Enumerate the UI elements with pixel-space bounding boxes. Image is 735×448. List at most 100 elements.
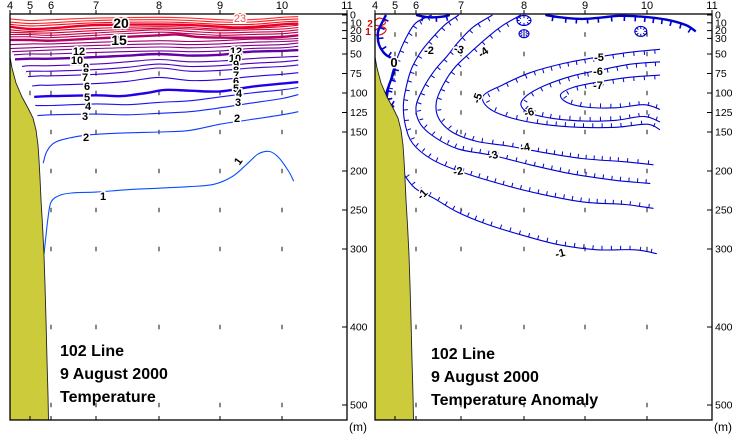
contour-label: 23 bbox=[234, 13, 246, 25]
contour-label: 5 bbox=[84, 92, 90, 104]
depth-label: 50 bbox=[715, 49, 727, 61]
contour-label: 9 bbox=[233, 59, 239, 71]
bathymetry-seafloor bbox=[374, 56, 414, 421]
depth-label: 250 bbox=[715, 205, 733, 217]
depth-label: 100 bbox=[715, 88, 733, 100]
depth-label: 500 bbox=[350, 400, 368, 412]
bathymetry-seafloor bbox=[9, 56, 49, 421]
depth-label: 150 bbox=[715, 127, 733, 139]
contour-label: 15 bbox=[111, 32, 127, 48]
station-label: 4 bbox=[372, 0, 378, 12]
station-label: 10 bbox=[276, 0, 288, 12]
depth-label: 125 bbox=[715, 107, 733, 119]
depth-unit-label: (m) bbox=[349, 420, 367, 434]
depth-label: 10 bbox=[350, 17, 362, 29]
contour-label: 1 bbox=[365, 27, 371, 38]
depth-label: 200 bbox=[715, 166, 733, 178]
left-panel-title: 102 Line 9 August 2000 Temperature bbox=[60, 340, 168, 409]
contour-label: 2 bbox=[83, 132, 89, 144]
depth-label: 0 bbox=[715, 10, 721, 22]
axis: 4 5 6 7 8 9 10 11010203050751001251502002503004… bbox=[372, 0, 733, 434]
right-title-line-1: 102 Line bbox=[431, 346, 496, 363]
depth-label: 30 bbox=[350, 33, 362, 45]
station-label: 8 bbox=[521, 0, 527, 12]
contour-label: 7 bbox=[233, 70, 239, 82]
contour-label: -6 bbox=[523, 106, 536, 120]
contour-label: 10 bbox=[71, 55, 83, 67]
depth-unit-label: (m) bbox=[714, 420, 732, 434]
contour-label: 12 bbox=[230, 46, 242, 58]
depth-label: 300 bbox=[350, 244, 368, 256]
contour-label: -2 bbox=[424, 45, 434, 57]
contour-label: -3 bbox=[452, 43, 465, 57]
left-title-line-2: 9 August 2000 bbox=[60, 366, 168, 383]
left-title-line-1: 102 Line bbox=[60, 343, 125, 360]
depth-label: 10 bbox=[715, 17, 727, 29]
contour-label: 10 bbox=[229, 53, 241, 65]
contour-label: -5 bbox=[594, 52, 604, 64]
contour-label: -7 bbox=[593, 80, 603, 92]
station-label: 10 bbox=[641, 0, 653, 12]
station-label: 9 bbox=[217, 0, 223, 12]
plot-box bbox=[9, 13, 348, 421]
axis: 4 5 6 7 8 9 10 11010203050751001251502002503004… bbox=[7, 0, 368, 434]
station-label: 4 bbox=[7, 0, 13, 12]
contour-label: 12 bbox=[73, 46, 85, 58]
contour-label: 7 bbox=[82, 72, 88, 84]
contour-label: -1 bbox=[554, 247, 567, 261]
depth-label: 500 bbox=[715, 400, 733, 412]
station-label: 7 bbox=[458, 0, 464, 12]
depth-label: 200 bbox=[350, 166, 368, 178]
left-title-line-3: Temperature bbox=[60, 389, 156, 406]
station-label: 5 bbox=[392, 0, 398, 12]
station-label: 6 bbox=[413, 0, 419, 12]
contour-label: 9 bbox=[83, 62, 89, 74]
sample-ticks bbox=[9, 32, 283, 408]
right-title-line-3: Temperature Anomaly bbox=[431, 392, 599, 409]
depth-label: 20 bbox=[350, 25, 362, 37]
contour-label: 6 bbox=[233, 76, 239, 88]
depth-label: 400 bbox=[350, 322, 368, 334]
contour-label: 6 bbox=[84, 81, 90, 93]
depth-label: 400 bbox=[715, 322, 733, 334]
contour-label: 1 bbox=[100, 191, 106, 203]
contour-label: 3 bbox=[235, 97, 241, 109]
depth-label: 30 bbox=[715, 33, 727, 45]
contour-label: 2 bbox=[367, 19, 373, 30]
depth-label: 50 bbox=[350, 49, 362, 61]
depth-label: 300 bbox=[715, 244, 733, 256]
contour-label: 2 bbox=[234, 113, 240, 125]
station-label: 6 bbox=[48, 0, 54, 12]
station-label: 11 bbox=[706, 0, 717, 12]
contour-label: 5 bbox=[233, 83, 239, 95]
panel-temperature: 4 5 6 7 8 9 10 11010203050751001251502002503004… bbox=[7, 0, 368, 434]
contour-label: 8 bbox=[233, 65, 239, 77]
depth-label: 150 bbox=[350, 127, 368, 139]
station-label: 8 bbox=[156, 0, 162, 12]
contour-label: 20 bbox=[113, 15, 129, 31]
contour-label: 8 bbox=[83, 67, 89, 79]
contour-label: 4 bbox=[85, 101, 92, 113]
contour-label: 1 bbox=[232, 156, 245, 168]
depth-label: 20 bbox=[715, 25, 727, 37]
contour-label: -2 bbox=[452, 165, 464, 179]
depth-label: 0 bbox=[350, 10, 356, 22]
depth-label: 75 bbox=[350, 68, 362, 80]
contour-label: 0 bbox=[390, 55, 397, 70]
contour-lines bbox=[9, 16, 299, 254]
station-label: 9 bbox=[582, 0, 588, 12]
station-label: 11 bbox=[341, 0, 352, 12]
contour-label: 3 bbox=[82, 111, 88, 123]
depth-label: 125 bbox=[350, 107, 368, 119]
contour-label: -3 bbox=[487, 149, 500, 163]
plot-box bbox=[374, 13, 713, 421]
right-panel-title: 102 Line 9 August 2000 Temperature Anoma… bbox=[431, 343, 598, 412]
station-label: 5 bbox=[27, 0, 33, 12]
contour-lines bbox=[374, 13, 697, 255]
depth-label: 250 bbox=[350, 205, 368, 217]
right-title-line-2: 9 August 2000 bbox=[431, 369, 539, 386]
station-label: 7 bbox=[93, 0, 99, 12]
